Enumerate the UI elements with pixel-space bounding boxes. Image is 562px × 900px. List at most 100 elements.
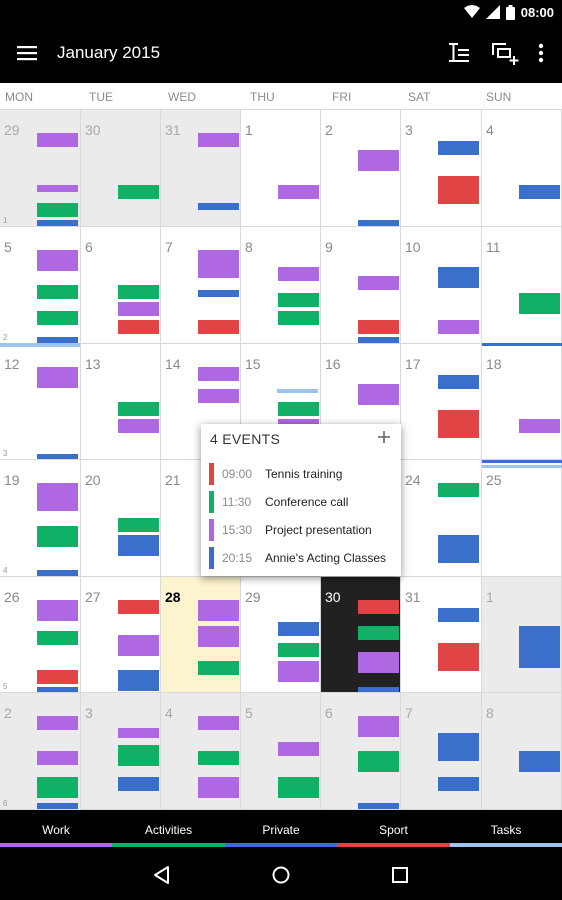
event-block[interactable] (438, 141, 479, 156)
popup-add-button[interactable] (374, 427, 394, 447)
event-block[interactable] (37, 220, 78, 226)
event-block[interactable] (37, 803, 78, 809)
event-block[interactable] (198, 660, 239, 675)
event-block[interactable] (358, 319, 399, 334)
day-cell[interactable]: 1 (482, 577, 562, 693)
event-block[interactable] (37, 202, 78, 217)
event-block[interactable] (37, 454, 78, 459)
event-block[interactable] (358, 220, 399, 226)
event-block[interactable] (37, 631, 78, 645)
event-block[interactable] (198, 202, 239, 210)
multi-day-event-bar[interactable] (0, 343, 80, 347)
event-block[interactable] (358, 384, 399, 405)
event-block[interactable] (358, 715, 399, 737)
event-block[interactable] (358, 599, 399, 614)
day-cell[interactable]: 31 (161, 110, 241, 227)
day-cell[interactable]: 10 (401, 227, 482, 344)
event-block[interactable] (198, 389, 239, 404)
event-block[interactable] (358, 687, 399, 692)
event-block[interactable] (198, 599, 239, 621)
event-block[interactable] (278, 622, 319, 637)
event-block[interactable] (37, 249, 78, 271)
event-block[interactable] (198, 319, 239, 334)
day-cell[interactable]: 30 (81, 110, 161, 227)
category-tab[interactable]: Private (225, 810, 337, 850)
event-block[interactable] (198, 715, 239, 730)
event-block[interactable] (278, 185, 319, 199)
day-cell[interactable]: 27 (81, 577, 161, 693)
event-block[interactable] (358, 652, 399, 673)
event-block[interactable] (118, 745, 159, 767)
event-block[interactable] (37, 132, 78, 147)
event-block[interactable] (278, 310, 319, 325)
day-cell[interactable]: 7 (161, 227, 241, 344)
event-block[interactable] (37, 570, 78, 576)
day-cell[interactable]: 31 (401, 577, 482, 693)
event-block[interactable] (519, 750, 560, 772)
event-block[interactable] (118, 419, 159, 433)
event-block[interactable] (438, 733, 479, 761)
event-block[interactable] (358, 275, 399, 290)
event-block[interactable] (278, 776, 319, 798)
event-block[interactable] (358, 750, 399, 772)
day-cell[interactable]: 17 (401, 344, 482, 460)
event-block[interactable] (198, 249, 239, 278)
day-cell[interactable]: 20 (81, 460, 161, 577)
event-block[interactable] (37, 669, 78, 684)
event-block[interactable] (118, 401, 159, 416)
day-cell[interactable]: 24 (401, 460, 482, 577)
event-block[interactable] (198, 289, 239, 297)
day-cell[interactable]: 7 (401, 693, 482, 810)
event-block[interactable] (198, 625, 239, 647)
event-block[interactable] (438, 482, 479, 497)
event-block[interactable] (519, 185, 560, 199)
day-cell[interactable]: 4 (482, 110, 562, 227)
category-tab[interactable]: Sport (337, 810, 450, 850)
popup-event-row[interactable]: 09:00 Tennis training (201, 462, 401, 486)
day-cell[interactable]: 26 5 (0, 577, 81, 693)
event-block[interactable] (37, 526, 78, 548)
event-block[interactable] (278, 643, 319, 658)
day-cell[interactable]: 30 (321, 577, 401, 693)
day-cell[interactable]: 25 (482, 460, 562, 577)
add-event-button[interactable] (490, 38, 520, 68)
day-cell[interactable]: 6 (321, 693, 401, 810)
recents-button[interactable] (387, 862, 413, 888)
event-block[interactable] (118, 284, 159, 299)
multi-day-event-bar[interactable] (482, 460, 562, 463)
day-cell[interactable]: 28 (161, 577, 241, 693)
day-cell[interactable]: 3 (81, 693, 161, 810)
day-cell[interactable]: 29 1 (0, 110, 81, 227)
multi-day-event-bar[interactable] (482, 343, 562, 346)
category-tab[interactable]: Work (0, 810, 112, 850)
event-block[interactable] (37, 599, 78, 621)
popup-event-row[interactable]: 11:30 Conference call (201, 490, 401, 514)
page-title[interactable]: January 2015 (57, 43, 161, 62)
day-cell[interactable]: 8 (241, 227, 321, 344)
event-block[interactable] (118, 727, 159, 738)
event-block[interactable] (438, 319, 479, 334)
multi-day-event-bar[interactable] (482, 465, 562, 468)
view-mode-button[interactable] (444, 38, 474, 68)
event-block[interactable] (519, 293, 560, 315)
event-block[interactable] (358, 625, 399, 640)
event-block[interactable] (198, 366, 239, 381)
event-block[interactable] (118, 634, 159, 656)
day-cell[interactable]: 1 (241, 110, 321, 227)
back-button[interactable] (149, 862, 175, 888)
event-block[interactable] (118, 535, 159, 556)
event-block[interactable] (438, 535, 479, 563)
event-block[interactable] (118, 517, 159, 532)
day-cell[interactable]: 13 (81, 344, 161, 460)
day-cell[interactable]: 5 (241, 693, 321, 810)
event-block[interactable] (198, 776, 239, 798)
event-block[interactable] (37, 715, 78, 730)
event-block[interactable] (438, 643, 479, 672)
day-cell[interactable]: 18 (482, 344, 562, 460)
event-block[interactable] (278, 660, 319, 682)
event-block[interactable] (118, 776, 159, 791)
category-tab[interactable]: Tasks (450, 810, 562, 850)
day-cell[interactable]: 19 4 (0, 460, 81, 577)
